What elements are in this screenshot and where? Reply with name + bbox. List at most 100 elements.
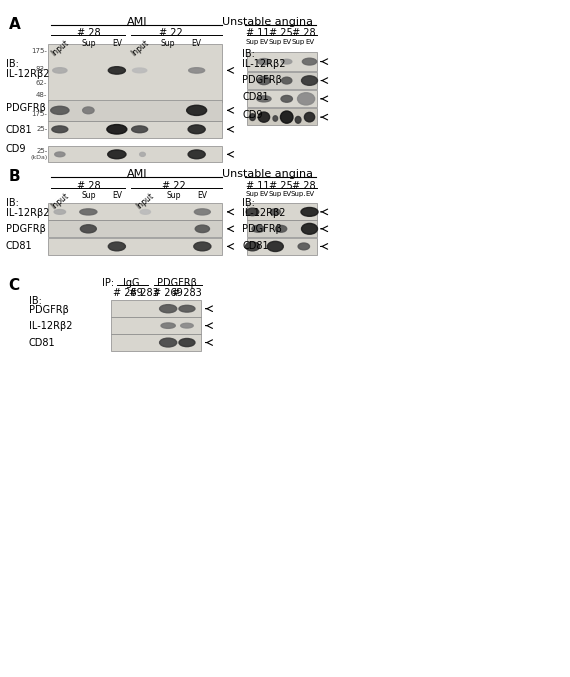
Text: Unstable angina: Unstable angina — [222, 169, 314, 179]
Bar — [48, 121, 222, 138]
Text: PDGFRβ: PDGFRβ — [242, 75, 282, 85]
Text: C: C — [9, 278, 20, 292]
Ellipse shape — [282, 59, 292, 64]
Ellipse shape — [246, 208, 259, 215]
Ellipse shape — [80, 209, 97, 215]
Text: Sup: Sup — [268, 191, 282, 197]
Ellipse shape — [189, 68, 205, 73]
Text: EV: EV — [259, 39, 268, 45]
Text: 62-: 62- — [36, 80, 47, 85]
Text: EV: EV — [112, 191, 122, 200]
Text: IL-12Rβ2: IL-12Rβ2 — [6, 70, 49, 79]
Bar — [111, 300, 201, 317]
Text: IB:: IB: — [28, 296, 42, 305]
Bar — [247, 203, 317, 220]
Text: # 28: # 28 — [292, 181, 316, 191]
Ellipse shape — [132, 68, 147, 73]
Ellipse shape — [181, 323, 193, 328]
Text: A: A — [9, 17, 21, 32]
Text: Unstable angina: Unstable angina — [222, 17, 314, 27]
Ellipse shape — [160, 338, 177, 347]
Ellipse shape — [140, 209, 150, 215]
Ellipse shape — [179, 338, 195, 347]
Text: IL-12Rβ2: IL-12Rβ2 — [28, 322, 72, 331]
Text: # 269: # 269 — [153, 288, 183, 299]
Ellipse shape — [252, 225, 264, 232]
Ellipse shape — [161, 323, 175, 328]
Text: Sup: Sup — [161, 39, 176, 47]
Ellipse shape — [52, 68, 67, 73]
Text: AMI: AMI — [127, 17, 147, 27]
Bar — [48, 220, 222, 237]
Bar — [247, 72, 317, 89]
Bar — [247, 238, 317, 255]
Text: PDGFRβ: PDGFRβ — [28, 305, 68, 315]
Ellipse shape — [188, 150, 205, 158]
Ellipse shape — [188, 125, 205, 133]
Ellipse shape — [258, 77, 270, 85]
Ellipse shape — [83, 107, 94, 114]
Text: IB:: IB: — [242, 198, 255, 208]
Ellipse shape — [80, 225, 96, 233]
Bar — [48, 100, 222, 121]
Text: CD9: CD9 — [242, 110, 263, 120]
Bar — [48, 238, 222, 255]
Text: 175-: 175- — [31, 111, 47, 116]
Ellipse shape — [258, 112, 270, 122]
Text: PDGFRβ: PDGFRβ — [157, 278, 197, 288]
Text: AMI: AMI — [127, 169, 147, 179]
Ellipse shape — [257, 95, 271, 102]
Text: Sup: Sup — [81, 39, 96, 47]
Ellipse shape — [107, 125, 127, 134]
Text: # 11: # 11 — [246, 28, 270, 39]
Text: # 283: # 283 — [129, 288, 159, 299]
Ellipse shape — [54, 209, 66, 215]
Text: PDGFRβ: PDGFRβ — [6, 224, 46, 234]
Ellipse shape — [295, 116, 301, 123]
Text: CD81: CD81 — [6, 242, 32, 251]
Text: 25-: 25- — [36, 126, 47, 131]
Text: EV: EV — [282, 39, 291, 45]
Ellipse shape — [302, 58, 317, 65]
Text: 48-: 48- — [36, 92, 47, 97]
Ellipse shape — [132, 126, 148, 133]
Text: EV: EV — [259, 191, 268, 197]
Text: IB:: IB: — [6, 198, 19, 208]
Text: EV: EV — [305, 39, 314, 45]
Ellipse shape — [282, 77, 292, 84]
Text: IL-12Rβ2: IL-12Rβ2 — [242, 60, 286, 69]
Text: IB:: IB: — [242, 49, 255, 59]
Ellipse shape — [301, 207, 318, 216]
Text: Sup: Sup — [246, 191, 259, 197]
Ellipse shape — [160, 305, 177, 313]
Text: CD81: CD81 — [242, 242, 269, 251]
Text: (kDa): (kDa) — [30, 154, 47, 160]
Text: EV: EV — [112, 39, 122, 47]
Text: IL-12Rβ2: IL-12Rβ2 — [242, 208, 286, 217]
Text: CD9: CD9 — [6, 144, 26, 154]
Text: Input: Input — [129, 39, 150, 58]
Bar — [247, 220, 317, 237]
Text: Sup.: Sup. — [290, 191, 306, 197]
Ellipse shape — [258, 58, 270, 64]
Bar — [48, 203, 222, 220]
Ellipse shape — [108, 150, 126, 158]
Text: # 25: # 25 — [269, 28, 293, 39]
Ellipse shape — [281, 95, 292, 102]
Ellipse shape — [273, 116, 278, 121]
Ellipse shape — [298, 93, 315, 105]
Ellipse shape — [186, 105, 206, 115]
Text: CD81: CD81 — [6, 125, 32, 135]
Text: EV: EV — [192, 39, 202, 47]
Text: # 28: # 28 — [292, 28, 316, 39]
Text: B: B — [9, 169, 20, 184]
Text: EV: EV — [197, 191, 207, 200]
Text: PDGFRβ: PDGFRβ — [6, 104, 46, 113]
Text: Sup: Sup — [81, 191, 96, 200]
Text: Input: Input — [49, 191, 71, 211]
Ellipse shape — [250, 114, 255, 121]
Text: # 22: # 22 — [159, 28, 183, 39]
Text: # 22: # 22 — [162, 181, 186, 191]
Ellipse shape — [245, 242, 260, 250]
Ellipse shape — [179, 305, 195, 312]
